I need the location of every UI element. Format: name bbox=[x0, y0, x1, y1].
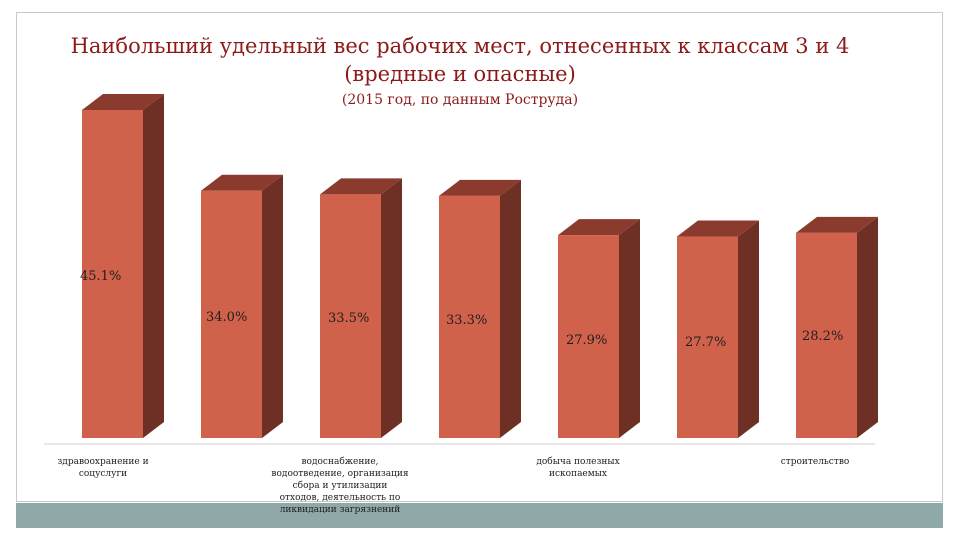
bar-side bbox=[381, 178, 402, 438]
data-label: 27.9% bbox=[566, 333, 607, 348]
slide-frame bbox=[16, 12, 943, 502]
data-label: 34.0% bbox=[206, 310, 247, 325]
bar-front bbox=[558, 235, 619, 438]
data-label: 33.5% bbox=[328, 311, 369, 326]
bar-side bbox=[143, 94, 164, 438]
bar bbox=[796, 216, 878, 438]
bar-top bbox=[82, 94, 164, 110]
bar-front bbox=[320, 194, 381, 438]
data-label: 27.7% bbox=[685, 335, 726, 350]
bar-top bbox=[320, 178, 402, 195]
chart-title: Наибольший удельный вес рабочих мест, от… bbox=[70, 34, 850, 86]
bar-top bbox=[558, 219, 640, 236]
category-label: здравоохранение и соцуслуги bbox=[57, 457, 148, 479]
bar-top bbox=[201, 174, 283, 191]
bar-top bbox=[796, 216, 878, 233]
bar-side bbox=[262, 174, 283, 438]
bar bbox=[201, 174, 283, 438]
bar-side bbox=[619, 219, 640, 438]
data-labels: 45.1% 34.0% 33.5% 33.3% 27.9% 27.7% 28.2% bbox=[80, 269, 843, 350]
bar-front bbox=[201, 190, 262, 438]
bars-group bbox=[82, 94, 878, 438]
bar-top bbox=[677, 220, 759, 237]
bar-side bbox=[857, 216, 878, 438]
data-label: 33.3% bbox=[446, 313, 487, 328]
data-label: 28.2% bbox=[802, 329, 843, 344]
chart-subtitle: (2015 год, по данным Роструда) bbox=[341, 92, 579, 108]
category-label: водоснабжение, водоотведение, организация… bbox=[271, 456, 408, 515]
footer-band bbox=[16, 503, 943, 528]
bar bbox=[558, 219, 640, 438]
bar-front bbox=[439, 195, 500, 438]
category-label: строительство bbox=[781, 457, 850, 467]
bar-front bbox=[82, 110, 143, 438]
data-label: 45.1% bbox=[80, 269, 121, 284]
category-labels: здравоохранение и соцуслуги водоснабжение,… bbox=[57, 456, 849, 515]
category-label: добыча полезных ископаемых bbox=[536, 456, 619, 479]
bar-side bbox=[500, 179, 521, 438]
bar-top bbox=[439, 179, 521, 196]
bar bbox=[320, 178, 402, 438]
bar-side bbox=[738, 220, 759, 438]
bar bbox=[82, 94, 164, 438]
bar bbox=[439, 179, 521, 438]
bar-front bbox=[677, 236, 738, 438]
bar bbox=[677, 220, 759, 438]
bar-front bbox=[796, 232, 857, 438]
